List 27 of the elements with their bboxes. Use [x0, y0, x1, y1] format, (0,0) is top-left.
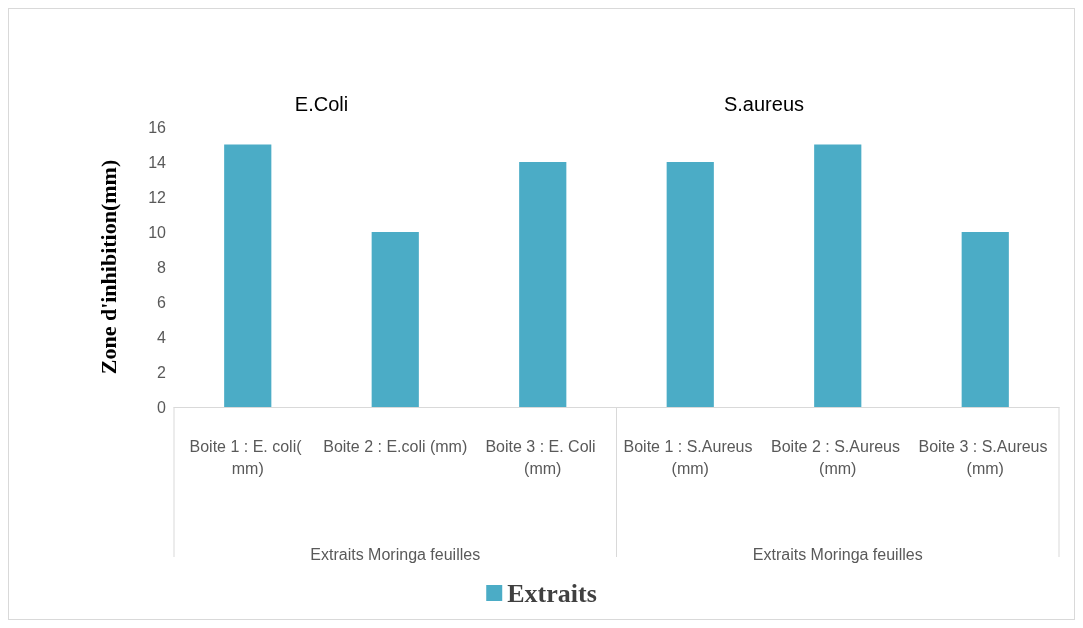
bar	[814, 144, 862, 407]
x-tick-label: Boite 2 : S.Aureus (mm)	[771, 437, 905, 477]
y-tick-label: 8	[157, 258, 167, 276]
x-tick-label: Boite 1 : E. coli( mm)	[189, 437, 306, 477]
x-tick-label: Boite 2 : E.coli (mm)	[323, 437, 468, 455]
y-tick-label: 2	[157, 363, 167, 381]
text: E.Coli	[294, 93, 349, 115]
x-tick-label: Boite 1 : S.Aureus (mm)	[623, 437, 757, 477]
bar	[371, 232, 419, 407]
y-tick-label: 0	[157, 398, 167, 416]
x-tick-label: Boite 3 : E. Coli (mm)	[485, 437, 601, 477]
y-tick-label: 16	[148, 118, 167, 136]
y-tick-label: 4	[157, 328, 167, 346]
legend-label: Extraits	[507, 578, 597, 608]
bar	[224, 144, 272, 407]
text: Extraits Moringa feuilles	[310, 545, 481, 563]
bar	[666, 162, 714, 407]
y-tick-label: 10	[148, 223, 167, 241]
text: Extraits Moringa feuilles	[752, 545, 923, 563]
y-tick-label: 12	[148, 188, 167, 206]
bar	[961, 232, 1009, 407]
y-axis-title: Zone d'inhibition(mm)	[95, 159, 121, 375]
bar	[519, 162, 567, 407]
y-tick-label: 14	[148, 153, 167, 171]
text: S.aureus	[723, 93, 805, 115]
x-tick-label: Boite 3 : S.Aureus (mm)	[918, 437, 1052, 477]
y-tick-label: 6	[157, 293, 167, 311]
